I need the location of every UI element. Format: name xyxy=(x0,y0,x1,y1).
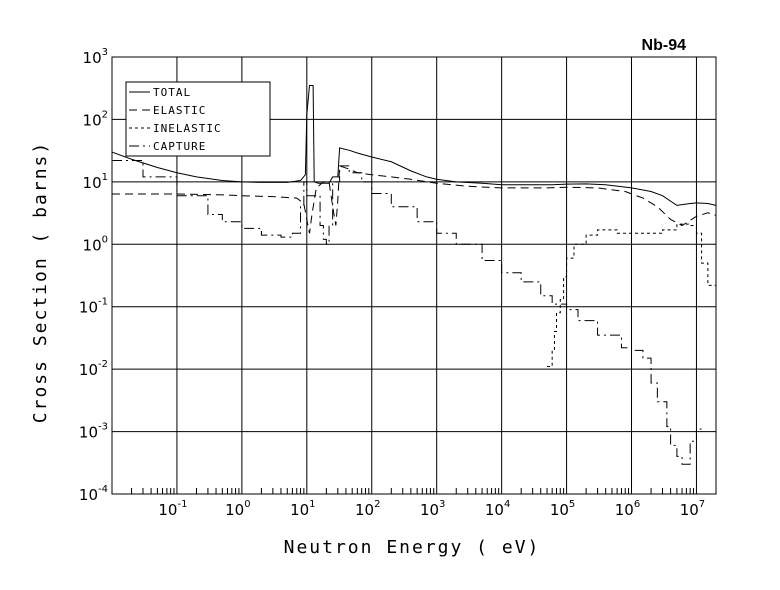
y-tick-label-2: 10-2 xyxy=(79,359,108,379)
legend-label-inelastic: INELASTIC xyxy=(153,122,222,135)
x-tick-label-2: 101 xyxy=(290,499,315,519)
series-elastic-line xyxy=(112,165,717,234)
y-tick-label-0: 10-4 xyxy=(79,484,108,504)
x-tick-label-0: 10-1 xyxy=(158,499,187,519)
y-axis-label: Cross Section ( barns) xyxy=(30,141,51,423)
legend-label-capture: CAPTURE xyxy=(153,140,206,153)
x-tick-label-1: 100 xyxy=(225,499,250,519)
chart-title: Nb-94 xyxy=(642,37,687,54)
plot-area-frame xyxy=(111,56,717,495)
x-tick-label-4: 103 xyxy=(420,499,445,519)
x-axis-label: Neutron Energy ( eV) xyxy=(284,537,541,558)
y-tick-label-6: 102 xyxy=(83,109,108,129)
series-total-line xyxy=(111,84,717,206)
legend-label-elastic: ELASTIC xyxy=(153,104,206,117)
y-tick-label-7: 103 xyxy=(83,47,108,67)
x-tick-label-5: 104 xyxy=(485,499,510,519)
x-tick-label-7: 106 xyxy=(615,499,640,519)
series-capture-line xyxy=(112,159,702,465)
y-tick-label-5: 101 xyxy=(83,172,108,192)
x-tick-label-3: 102 xyxy=(355,499,380,519)
tick-labels: 10-1 100 101 102 103 104 105 106 107 10-4 10-3 10-2… xyxy=(79,47,717,519)
series-lines xyxy=(111,84,717,465)
legend-label-total: TOTAL xyxy=(153,86,191,99)
y-tick-label-1: 10-3 xyxy=(79,422,108,442)
x-tick-label-8: 107 xyxy=(680,499,705,519)
y-tick-label-3: 10-1 xyxy=(79,297,108,317)
series-inelastic-line xyxy=(547,223,717,368)
x-tick-label-6: 105 xyxy=(550,499,575,519)
y-tick-label-4: 100 xyxy=(83,234,108,254)
legend: TOTAL ELASTIC INELASTIC CAPTURE xyxy=(125,81,271,157)
legend-box xyxy=(125,81,271,157)
